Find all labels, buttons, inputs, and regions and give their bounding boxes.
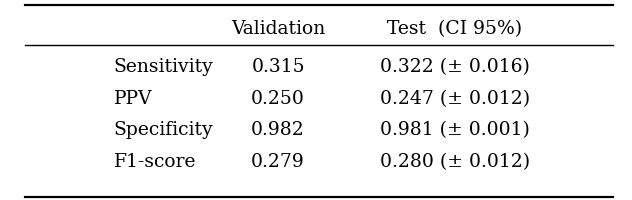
Text: PPV: PPV — [114, 90, 152, 108]
Text: Specificity: Specificity — [114, 121, 214, 139]
Text: 0.982: 0.982 — [251, 121, 305, 139]
Text: 0.250: 0.250 — [251, 90, 305, 108]
Text: 0.315: 0.315 — [252, 58, 305, 76]
Text: Validation: Validation — [231, 20, 325, 38]
Text: 0.247 (± 0.012): 0.247 (± 0.012) — [380, 90, 530, 108]
Text: Test  (CI 95%): Test (CI 95%) — [387, 20, 523, 38]
Text: 0.279: 0.279 — [251, 153, 305, 171]
Text: 0.981 (± 0.001): 0.981 (± 0.001) — [380, 121, 530, 139]
Text: 0.280 (± 0.012): 0.280 (± 0.012) — [380, 153, 530, 171]
Text: 0.322 (± 0.016): 0.322 (± 0.016) — [380, 58, 530, 76]
Text: Sensitivity: Sensitivity — [114, 58, 214, 76]
Text: F1-score: F1-score — [114, 153, 197, 171]
